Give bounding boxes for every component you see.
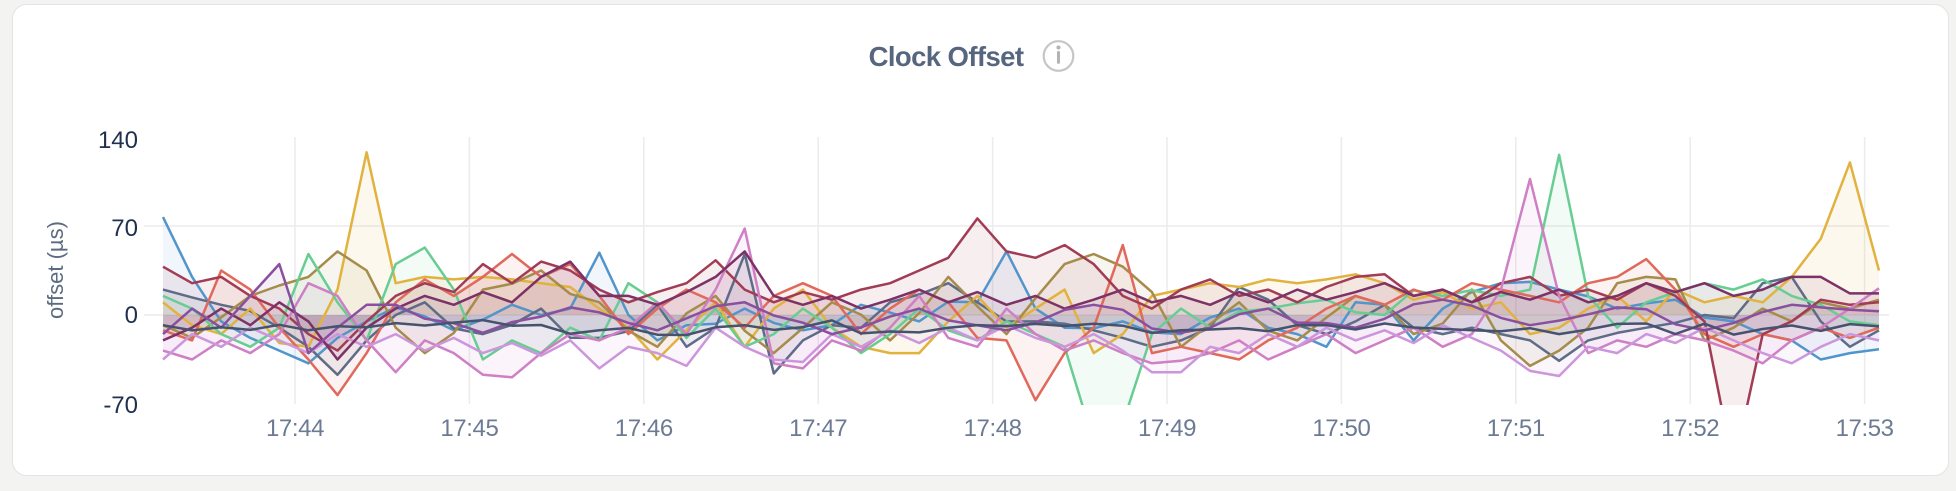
svg-text:17:48: 17:48 <box>964 415 1022 442</box>
svg-text:17:52: 17:52 <box>1661 415 1719 442</box>
svg-text:17:45: 17:45 <box>440 415 498 442</box>
svg-text:17:46: 17:46 <box>615 415 673 442</box>
svg-text:17:49: 17:49 <box>1138 415 1196 442</box>
svg-text:-70: -70 <box>103 392 138 419</box>
svg-text:17:44: 17:44 <box>266 415 324 442</box>
svg-text:140: 140 <box>98 127 138 154</box>
svg-text:0: 0 <box>125 302 138 329</box>
svg-text:17:50: 17:50 <box>1312 415 1370 442</box>
svg-text:Clock Offset: Clock Offset <box>869 41 1024 72</box>
svg-text:70: 70 <box>111 215 138 242</box>
svg-text:17:47: 17:47 <box>789 415 847 442</box>
svg-text:17:53: 17:53 <box>1836 415 1894 442</box>
svg-text:17:51: 17:51 <box>1487 415 1545 442</box>
svg-text:offset (µs): offset (µs) <box>43 221 68 319</box>
